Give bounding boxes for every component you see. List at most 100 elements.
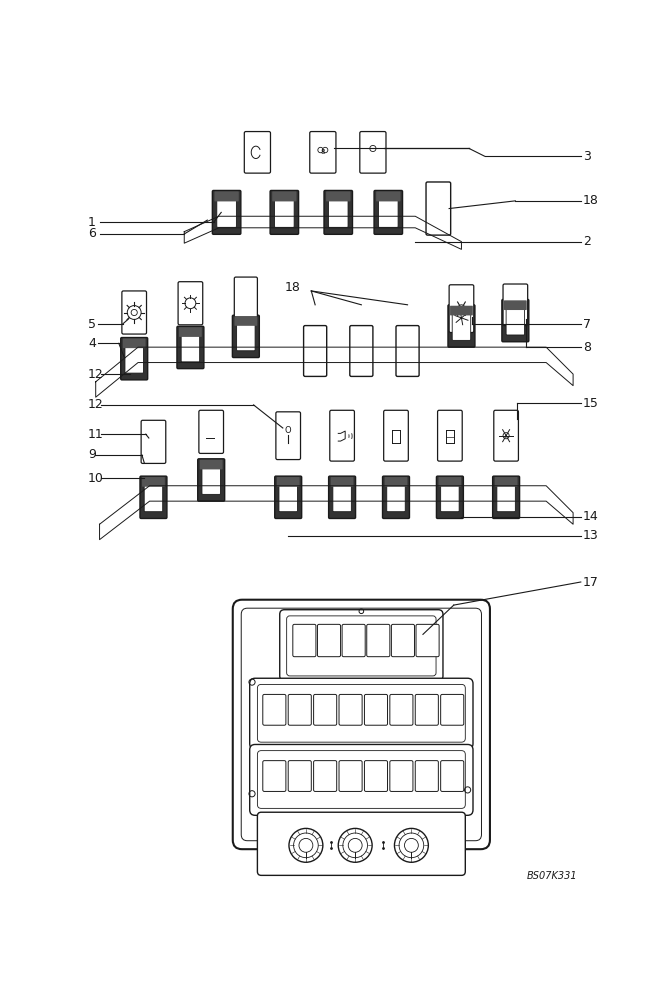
FancyBboxPatch shape [214, 191, 239, 201]
Text: 1: 1 [88, 216, 96, 229]
FancyBboxPatch shape [441, 694, 464, 725]
FancyBboxPatch shape [492, 476, 519, 518]
FancyBboxPatch shape [121, 338, 148, 380]
Text: 4: 4 [88, 337, 96, 350]
FancyBboxPatch shape [263, 694, 286, 725]
FancyBboxPatch shape [213, 190, 241, 234]
FancyBboxPatch shape [326, 191, 350, 201]
FancyBboxPatch shape [415, 761, 438, 791]
FancyBboxPatch shape [234, 316, 257, 326]
FancyBboxPatch shape [276, 412, 300, 460]
FancyBboxPatch shape [249, 678, 473, 749]
FancyBboxPatch shape [333, 483, 351, 512]
FancyBboxPatch shape [304, 326, 327, 376]
FancyBboxPatch shape [199, 410, 224, 453]
FancyBboxPatch shape [448, 305, 475, 347]
FancyBboxPatch shape [364, 694, 387, 725]
FancyBboxPatch shape [441, 761, 464, 791]
Text: 13: 13 [583, 529, 599, 542]
FancyBboxPatch shape [270, 190, 298, 234]
Text: 18: 18 [583, 194, 599, 207]
FancyBboxPatch shape [317, 624, 341, 657]
Text: BS07K331: BS07K331 [526, 871, 577, 881]
Text: 11: 11 [88, 428, 104, 441]
FancyBboxPatch shape [342, 624, 365, 657]
Text: 10: 10 [88, 472, 104, 485]
FancyBboxPatch shape [314, 694, 337, 725]
FancyBboxPatch shape [330, 410, 354, 461]
FancyBboxPatch shape [438, 477, 461, 487]
FancyBboxPatch shape [438, 410, 462, 461]
FancyBboxPatch shape [502, 299, 529, 342]
FancyBboxPatch shape [339, 694, 362, 725]
Text: 14: 14 [583, 510, 599, 523]
Text: 12: 12 [88, 398, 104, 411]
Text: 18: 18 [284, 281, 300, 294]
FancyBboxPatch shape [216, 197, 236, 227]
FancyBboxPatch shape [233, 600, 490, 849]
FancyBboxPatch shape [198, 459, 224, 501]
FancyBboxPatch shape [383, 410, 409, 461]
FancyBboxPatch shape [234, 277, 257, 317]
FancyBboxPatch shape [123, 338, 146, 348]
FancyBboxPatch shape [244, 132, 271, 173]
FancyBboxPatch shape [390, 694, 413, 725]
FancyBboxPatch shape [249, 744, 473, 815]
Text: 15: 15 [583, 397, 599, 410]
Text: 6: 6 [88, 227, 96, 240]
FancyBboxPatch shape [452, 312, 471, 340]
FancyBboxPatch shape [329, 197, 348, 227]
FancyBboxPatch shape [367, 624, 390, 657]
Text: 3: 3 [583, 150, 591, 163]
FancyBboxPatch shape [293, 624, 316, 657]
FancyBboxPatch shape [237, 322, 255, 351]
Text: 9: 9 [88, 448, 96, 461]
FancyBboxPatch shape [426, 182, 451, 235]
Text: 5: 5 [88, 318, 96, 331]
FancyBboxPatch shape [329, 476, 356, 518]
Text: 8: 8 [321, 149, 325, 155]
Text: 8: 8 [583, 341, 591, 354]
Text: O: O [285, 426, 292, 435]
FancyBboxPatch shape [310, 132, 336, 173]
FancyBboxPatch shape [383, 476, 409, 518]
FancyBboxPatch shape [232, 315, 259, 358]
FancyBboxPatch shape [376, 191, 401, 201]
FancyBboxPatch shape [177, 326, 204, 369]
FancyBboxPatch shape [178, 282, 203, 325]
FancyBboxPatch shape [339, 761, 362, 791]
FancyBboxPatch shape [494, 410, 519, 461]
FancyBboxPatch shape [350, 326, 373, 376]
FancyBboxPatch shape [416, 624, 439, 657]
FancyBboxPatch shape [314, 761, 337, 791]
FancyBboxPatch shape [391, 624, 414, 657]
FancyBboxPatch shape [441, 483, 459, 512]
Text: 2: 2 [583, 235, 591, 248]
FancyBboxPatch shape [497, 483, 515, 512]
FancyBboxPatch shape [288, 761, 312, 791]
FancyBboxPatch shape [142, 477, 165, 487]
FancyBboxPatch shape [503, 284, 528, 326]
FancyBboxPatch shape [263, 761, 286, 791]
FancyBboxPatch shape [179, 327, 202, 337]
FancyBboxPatch shape [387, 483, 405, 512]
FancyBboxPatch shape [141, 420, 166, 463]
FancyBboxPatch shape [364, 761, 387, 791]
FancyBboxPatch shape [275, 197, 294, 227]
FancyBboxPatch shape [257, 812, 465, 875]
FancyBboxPatch shape [144, 483, 162, 512]
FancyBboxPatch shape [390, 761, 413, 791]
FancyBboxPatch shape [450, 306, 473, 315]
FancyBboxPatch shape [360, 132, 386, 173]
FancyBboxPatch shape [277, 477, 300, 487]
FancyBboxPatch shape [202, 466, 220, 494]
FancyBboxPatch shape [378, 197, 398, 227]
Text: 17: 17 [583, 576, 599, 588]
FancyBboxPatch shape [272, 191, 296, 201]
FancyBboxPatch shape [506, 306, 525, 335]
FancyBboxPatch shape [436, 476, 463, 518]
FancyBboxPatch shape [374, 190, 403, 234]
FancyBboxPatch shape [181, 333, 199, 362]
FancyBboxPatch shape [504, 300, 527, 310]
FancyBboxPatch shape [200, 460, 222, 469]
